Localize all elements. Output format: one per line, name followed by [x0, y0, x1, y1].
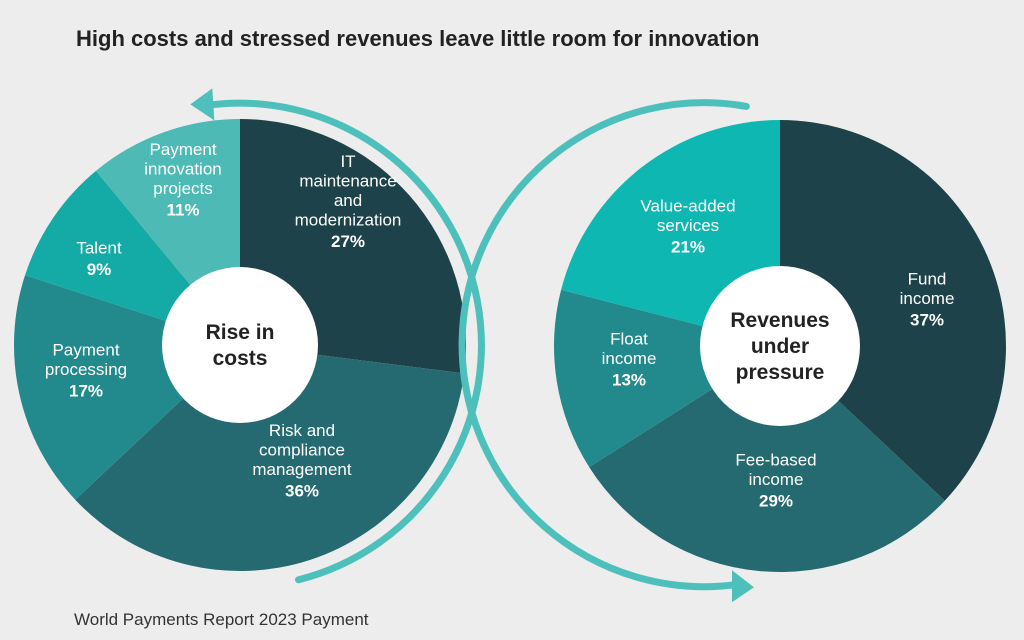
slice-label-line: Talent	[76, 238, 122, 257]
slice-value-label: 36%	[285, 481, 319, 500]
slice-value-label: 11%	[166, 200, 199, 219]
donut-chart-2: Fund income 37%Fee-based income 29%Float inco…	[458, 99, 1007, 603]
slice-label-1-2: Risk and compliance management 36%	[252, 421, 352, 501]
slice-value-label: 13%	[612, 371, 646, 390]
slice-label-line: Risk and	[269, 421, 335, 440]
slice-label-line: IT	[340, 152, 355, 171]
slice-label-line: maintenance	[299, 172, 396, 191]
slice-label-2-3: Float income 13%	[602, 330, 657, 390]
center-label-line: under	[751, 335, 809, 358]
slice-label-line: Payment	[149, 140, 216, 159]
slice-label-line: management	[252, 460, 352, 479]
slice-value-label: 37%	[910, 311, 944, 330]
source-footer: World Payments Report 2023 Payment	[74, 610, 369, 629]
slice-label-2-1: Fund income 37%	[900, 270, 955, 330]
slice-2-2	[589, 346, 945, 573]
slice-value-label: 21%	[671, 238, 705, 257]
slice-value-label: 9%	[87, 260, 112, 279]
slice-label-1-3: Payment processing 17%	[45, 341, 127, 401]
slice-label-line: Fund	[908, 270, 947, 289]
center-label-1: Rise in costs	[206, 321, 275, 370]
slice-label-2-4: Value-added services 21%	[640, 197, 735, 257]
slice-label-line: income	[602, 349, 657, 368]
arrow-arc-2	[458, 99, 750, 591]
slice-label-line: Float	[610, 330, 648, 349]
slice-label-1-4: Talent 9%	[76, 238, 122, 278]
slice-label-line: compliance	[259, 440, 345, 459]
slice-label-line: income	[900, 289, 955, 308]
center-label-line: pressure	[736, 361, 825, 384]
slice-label-line: Payment	[52, 341, 119, 360]
slice-label-line: projects	[153, 179, 213, 198]
slice-label-1-5: Payment innovation projects 11%	[144, 140, 222, 220]
chart-title: High costs and stressed revenues leave l…	[76, 26, 760, 51]
donut-center-1	[162, 267, 318, 423]
center-label-line: costs	[213, 347, 268, 370]
slice-label-line: Fee-based	[735, 451, 816, 470]
slice-label-line: modernization	[295, 211, 402, 230]
slice-label-1-1: IT maintenance and modernization 27%	[295, 152, 402, 251]
donut-chart-1: IT maintenance and modernization 27% Risk and…	[13, 88, 485, 584]
arrowhead-icon-2	[732, 570, 754, 603]
slice-label-line: Value-added	[640, 197, 735, 216]
donut-center-2	[700, 266, 860, 426]
slice-value-label: 17%	[69, 382, 103, 401]
slice-2-1	[780, 120, 1007, 501]
slice-label-line: processing	[45, 360, 127, 379]
center-label-2: Revenues under pressure	[730, 309, 829, 384]
arrowhead-icon-1	[190, 88, 215, 121]
slice-label-line: innovation	[144, 159, 222, 178]
slice-value-label: 27%	[331, 232, 365, 251]
slice-value-label: 29%	[759, 492, 793, 511]
slice-label-2-2: Fee-based income 29%	[735, 451, 816, 511]
slice-label-line: and	[334, 191, 362, 210]
center-label-line: Rise in	[206, 321, 275, 344]
arrow-arc-1	[202, 99, 485, 584]
slice-1-2	[75, 345, 465, 572]
slice-label-line: income	[749, 470, 804, 489]
center-label-line: Revenues	[730, 309, 829, 332]
slice-label-line: services	[657, 216, 719, 235]
